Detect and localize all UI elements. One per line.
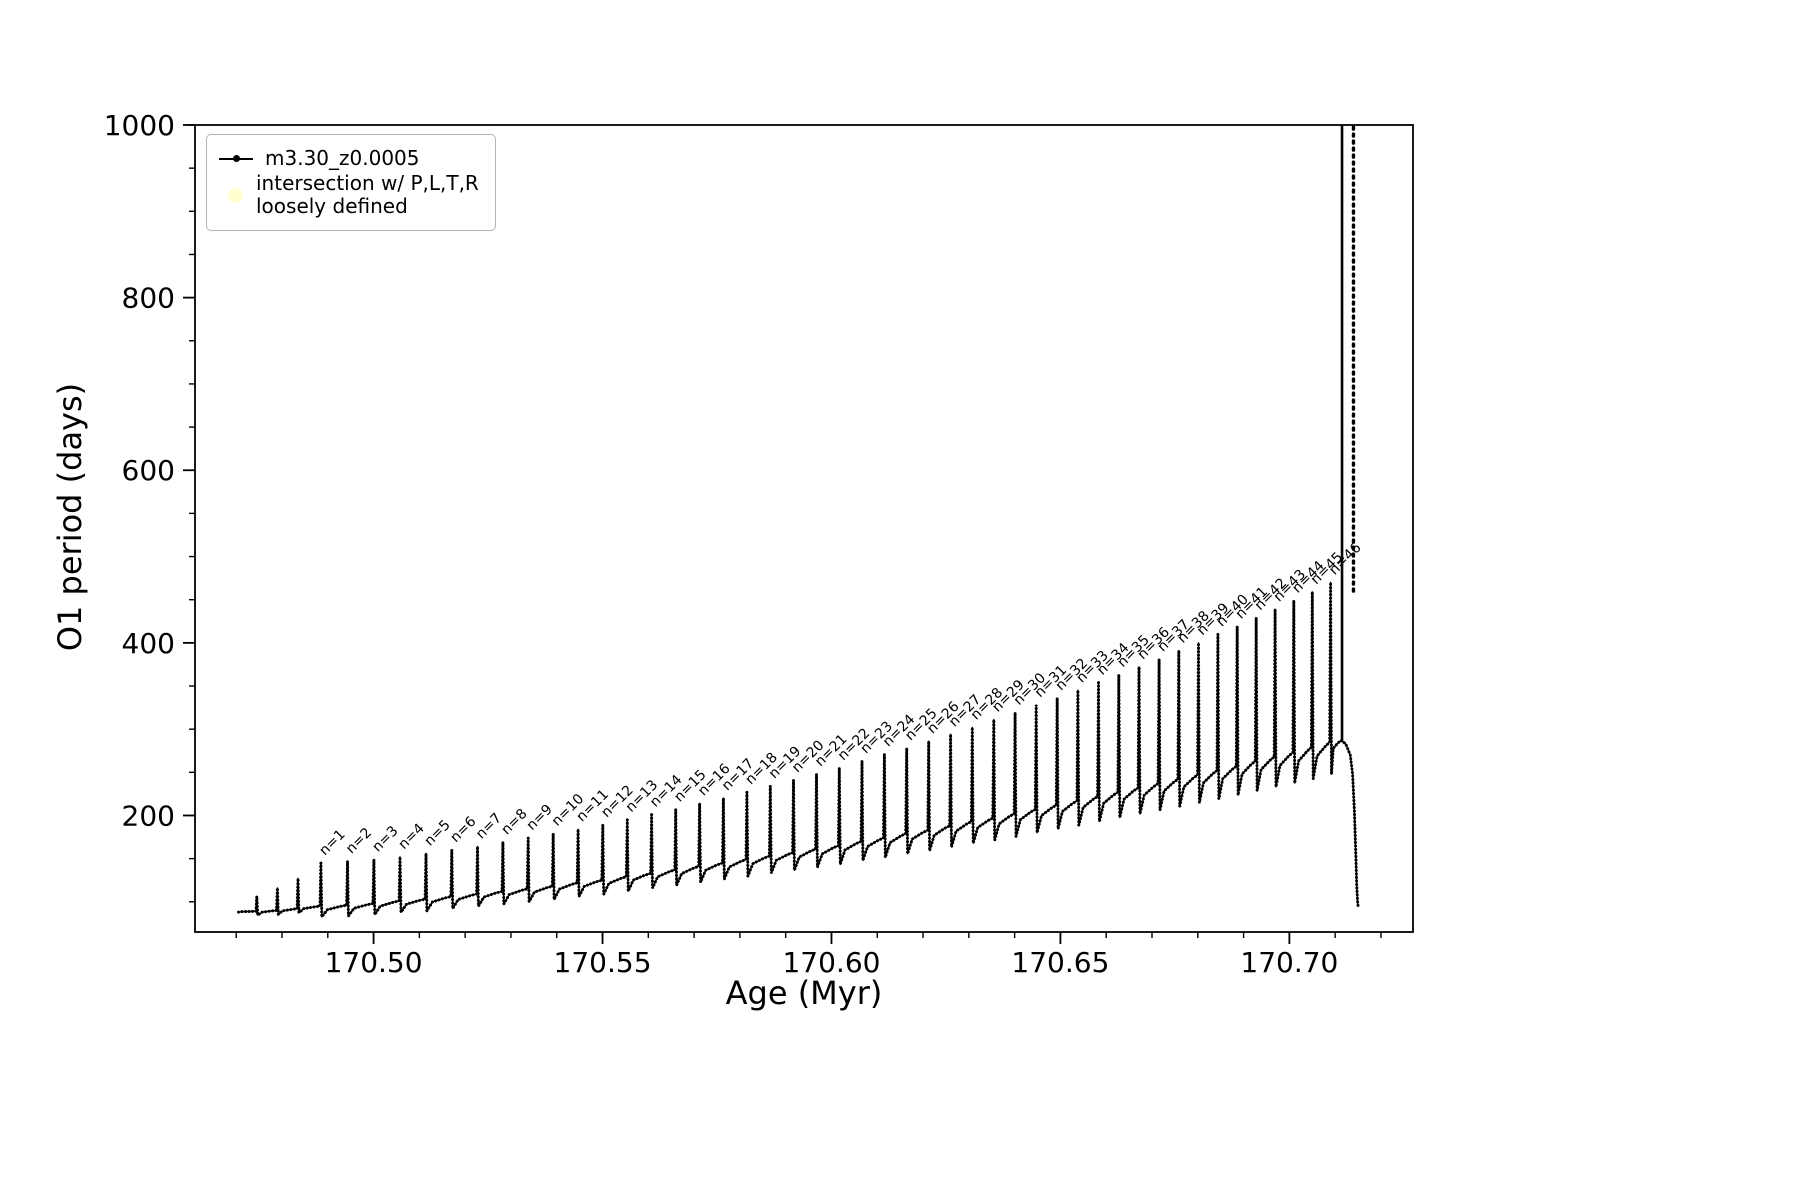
y-tick-label: 200 <box>122 799 175 832</box>
y-axis-label: O1 period (days) <box>51 382 89 652</box>
legend-item-intersection: intersection w/ P,L,T,R loosely defined <box>219 172 479 218</box>
x-tick-label: 170.60 <box>782 946 880 979</box>
x-axis-label: Age (Myr) <box>725 974 883 1012</box>
x-tick-label: 170.50 <box>325 946 423 979</box>
y-tick-label: 1000 <box>104 109 175 142</box>
x-tick-label: 170.70 <box>1240 946 1338 979</box>
y-tick-label: 400 <box>122 627 175 660</box>
legend: m3.30_z0.0005 intersection w/ P,L,T,R lo… <box>206 134 496 231</box>
pulse-label: n=2 <box>343 825 375 857</box>
legend-intersection-label: intersection w/ P,L,T,R loosely defined <box>256 171 479 218</box>
legend-line-marker-icon <box>219 155 253 162</box>
pulse-label: n=1 <box>316 827 348 859</box>
plot-spines <box>194 124 1414 933</box>
y-tick-label: 600 <box>122 454 175 487</box>
legend-item-series: m3.30_z0.0005 <box>219 147 479 170</box>
y-tick-label: 800 <box>122 282 175 315</box>
series-markers <box>237 582 1360 922</box>
legend-series-label: m3.30_z0.0005 <box>265 146 420 170</box>
x-tick-label: 170.65 <box>1011 946 1109 979</box>
x-tick-label: 170.55 <box>554 946 652 979</box>
legend-circle-marker-icon <box>228 187 243 203</box>
